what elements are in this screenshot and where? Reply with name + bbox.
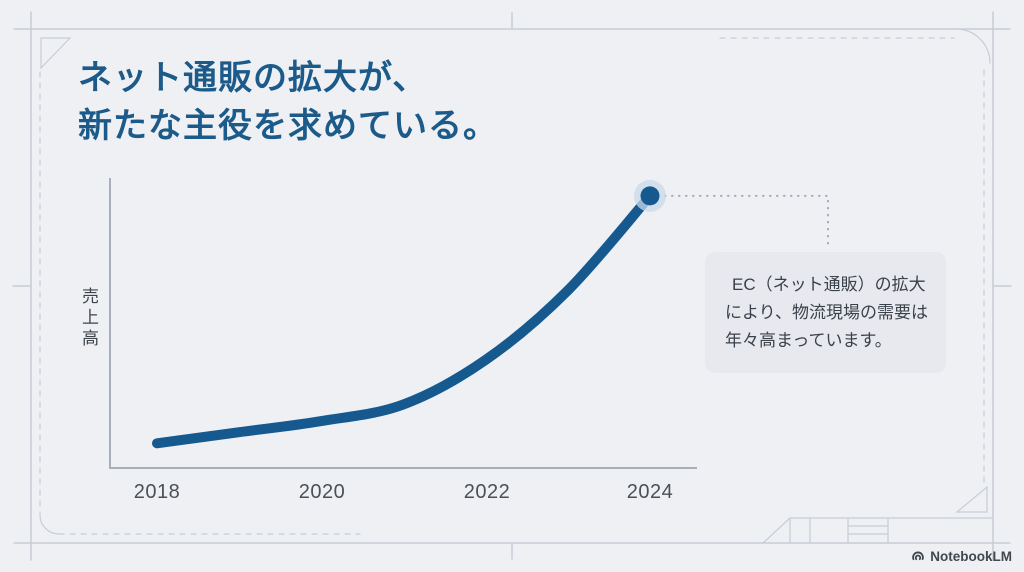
crop-mark-lines [12,11,1012,561]
corner-ornaments [39,28,994,544]
callout-line-1: EC（ネット通販）の拡大 [732,275,926,294]
title-block-rows [847,525,889,535]
data-point-marker [640,186,660,206]
callout-box: EC（ネット通販）の拡大 により、物流現場の需要は 年々高まっています。 [705,252,946,373]
trend-line [152,190,655,449]
top-right-arc [955,28,991,64]
dashed-inset-lines [39,37,985,535]
slide-title: ネット通販の拡大が、 新たな主役を求めている。 [78,54,498,150]
y-axis-label: 売上高 [79,287,98,350]
bottom-left-arc [39,513,60,535]
slide-title-line-2: 新たな主役を求めている。 [78,107,498,145]
notebooklm-watermark: NotebookLM [911,548,1012,564]
notebooklm-brand-text: NotebookLM [930,548,1012,564]
x-tick-2020: 2020 [298,481,346,503]
callout-line-3: 年々高まっています。 [725,331,892,350]
slide-title-line-1: ネット通販の拡大が、 [78,59,428,97]
x-tick-2022: 2022 [463,481,511,503]
title-block-dividers [789,517,889,544]
x-tick-2024: 2024 [626,481,674,503]
notebooklm-logo-icon [912,551,925,561]
x-tick-2018: 2018 [133,481,181,503]
callout-line-2: により、物流現場の需要は [725,303,928,322]
bottom-right-triangle [955,485,988,513]
top-left-triangle [40,37,72,70]
callout-connector-dotted-line [664,194,829,249]
